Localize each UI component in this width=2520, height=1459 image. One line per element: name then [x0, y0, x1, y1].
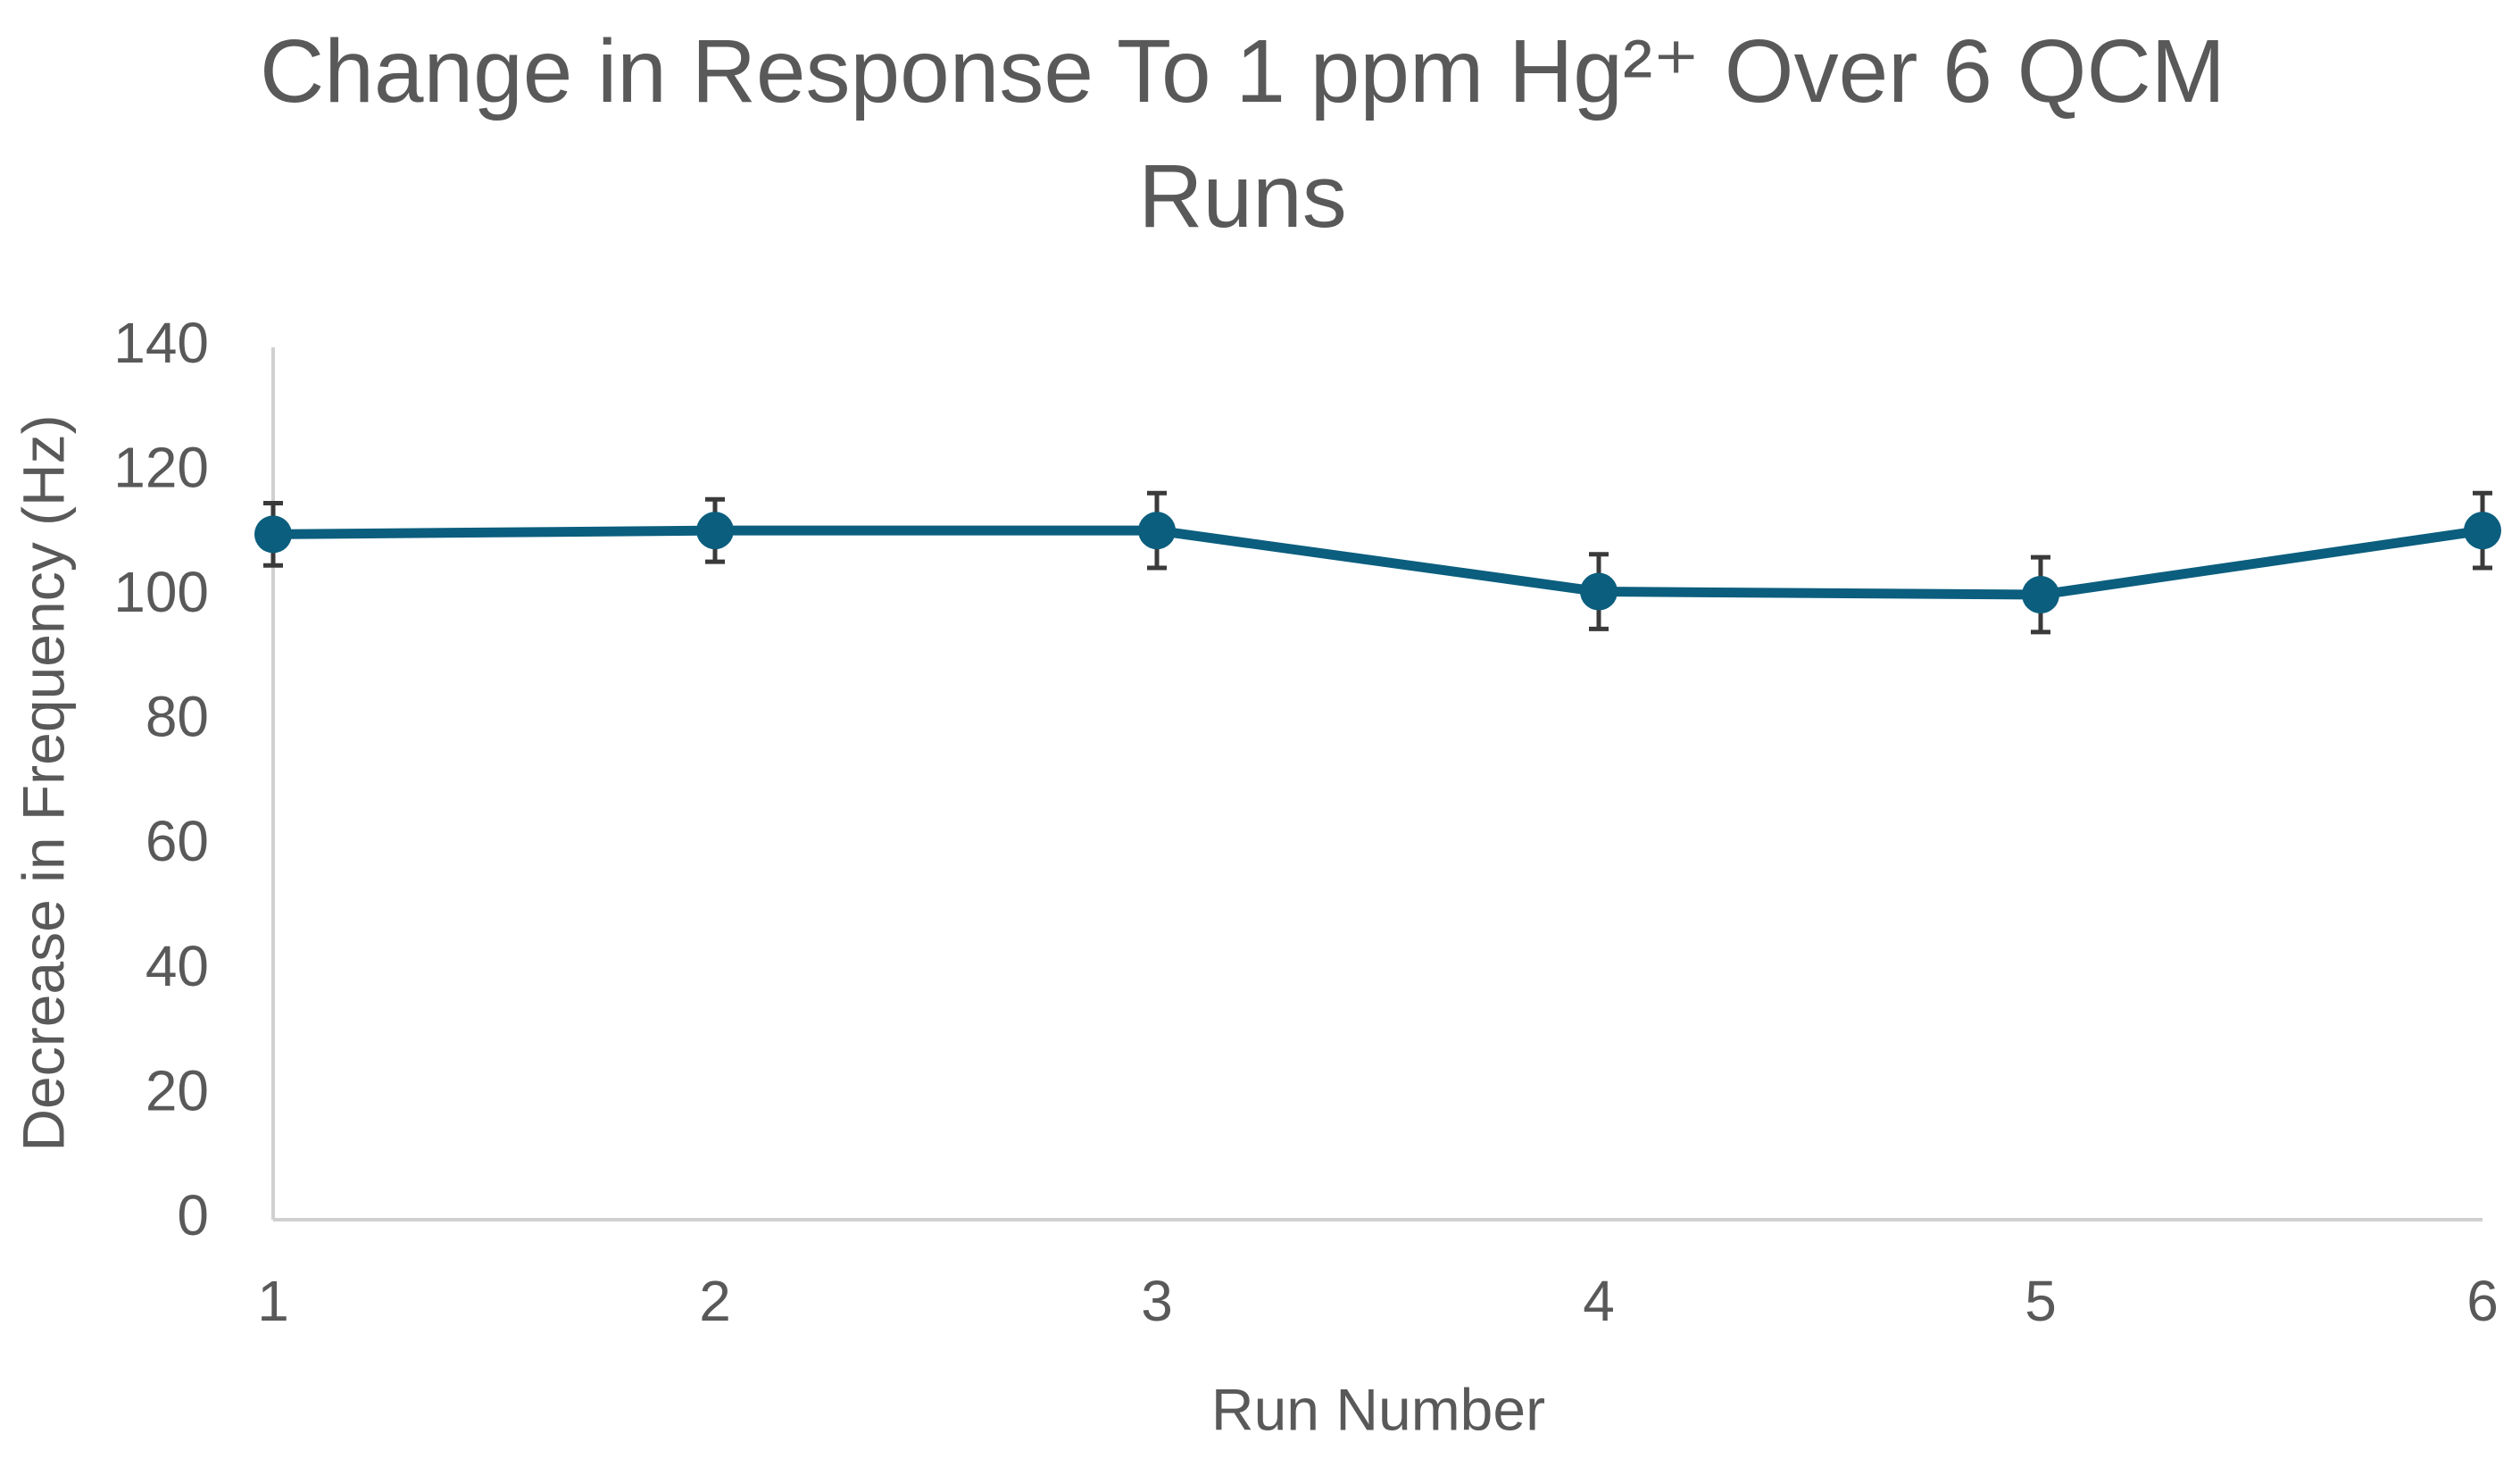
x-tick-label: 3	[1141, 1269, 1173, 1333]
x-tick-label: 5	[2025, 1269, 2057, 1333]
marker	[2464, 512, 2501, 550]
chart-title: Change in Response To 1 ppm Hg²⁺ Over 6 …	[260, 21, 2225, 246]
y-tick-label: 140	[113, 311, 209, 375]
x-tick-label: 6	[2466, 1269, 2499, 1333]
x-tick-label: 4	[1583, 1269, 1615, 1333]
data-line	[272, 525, 2483, 600]
marker	[696, 512, 734, 550]
marker	[254, 515, 292, 554]
y-tick-label: 40	[146, 934, 209, 998]
y-tick-label: 100	[113, 560, 209, 624]
x-tick-label: 2	[699, 1269, 731, 1333]
marker	[1580, 572, 1618, 611]
y-axis-label: Decrease in Frequency (Hz)	[10, 414, 76, 1151]
y-tick-label: 0	[177, 1183, 209, 1247]
y-tick-label: 20	[146, 1058, 209, 1122]
x-tick-label: 1	[257, 1269, 289, 1333]
y-tick-label: 80	[146, 685, 209, 749]
y-tick-label: 60	[146, 809, 209, 873]
y-tick-label: 120	[113, 435, 209, 499]
marker	[1138, 512, 1176, 550]
marker	[2022, 576, 2059, 614]
x-axis-label: Run Number	[1211, 1376, 1545, 1442]
